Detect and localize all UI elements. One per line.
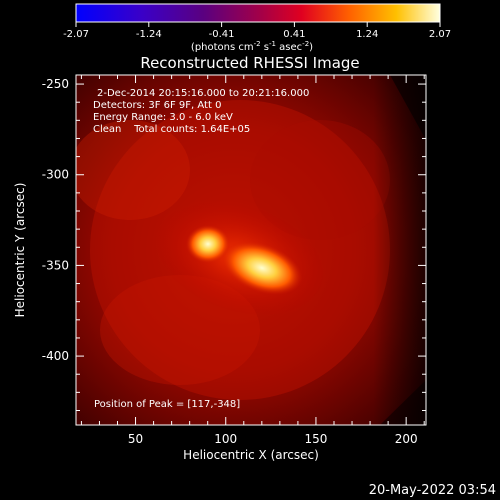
x-tick-label: 50 [128,432,143,446]
colorbar-tick-label: 1.24 [356,29,378,40]
plot-title: Reconstructed RHESSI Image [140,54,359,72]
y-tick-labels: -250 -300 -350 -400 [42,77,69,363]
colorbar-tick-label: -1.24 [136,29,162,40]
colorbar-ticks: -2.07 -1.24 -0.41 0.41 1.24 2.07 [63,22,451,40]
footer-timestamp: 20-May-2022 03:54 [369,483,496,498]
plot-frame [75,74,427,426]
x-axis-label: Heliocentric X (arcsec) [183,448,319,462]
y-tick-label: -400 [42,349,69,363]
colorbar-tick-label: 2.07 [429,29,451,40]
colorbar-tick-label: 0.41 [283,29,305,40]
colorbar: -2.07 -1.24 -0.41 0.41 1.24 2.07 (photons cm-… [63,3,451,53]
colorbar-gradient [75,3,441,23]
y-axis-label: Heliocentric Y (arcsec) [13,183,27,318]
x-tick-label: 150 [304,432,327,446]
x-tick-label: 200 [395,432,418,446]
x-tick-labels: 50 100 150 200 [128,432,418,446]
peak-position: Position of Peak = [117,-348] [94,399,240,410]
info-block: 2-Dec-2014 20:15:16.000 to 20:21:16.000 … [93,88,309,135]
solar-image [76,75,426,425]
info-time-range: 2-Dec-2014 20:15:16.000 to 20:21:16.000 [97,88,309,99]
colorbar-units: (photons cm-2 s-1 asec-2) [191,40,313,53]
y-tick-label: -300 [42,168,69,182]
axis-ticks [76,75,426,425]
colorbar-tick-label: -0.41 [209,29,235,40]
x-tick-label: 100 [214,432,237,446]
y-tick-label: -250 [42,77,69,91]
info-clean: Clean Total counts: 1.64E+05 [93,124,250,135]
y-tick-label: -350 [42,258,69,272]
colorbar-tick-label: -2.07 [63,29,89,40]
info-detectors: Detectors: 3F 6F 9F, Att 0 [93,100,221,111]
info-energy: Energy Range: 3.0 - 6.0 keV [93,112,233,123]
